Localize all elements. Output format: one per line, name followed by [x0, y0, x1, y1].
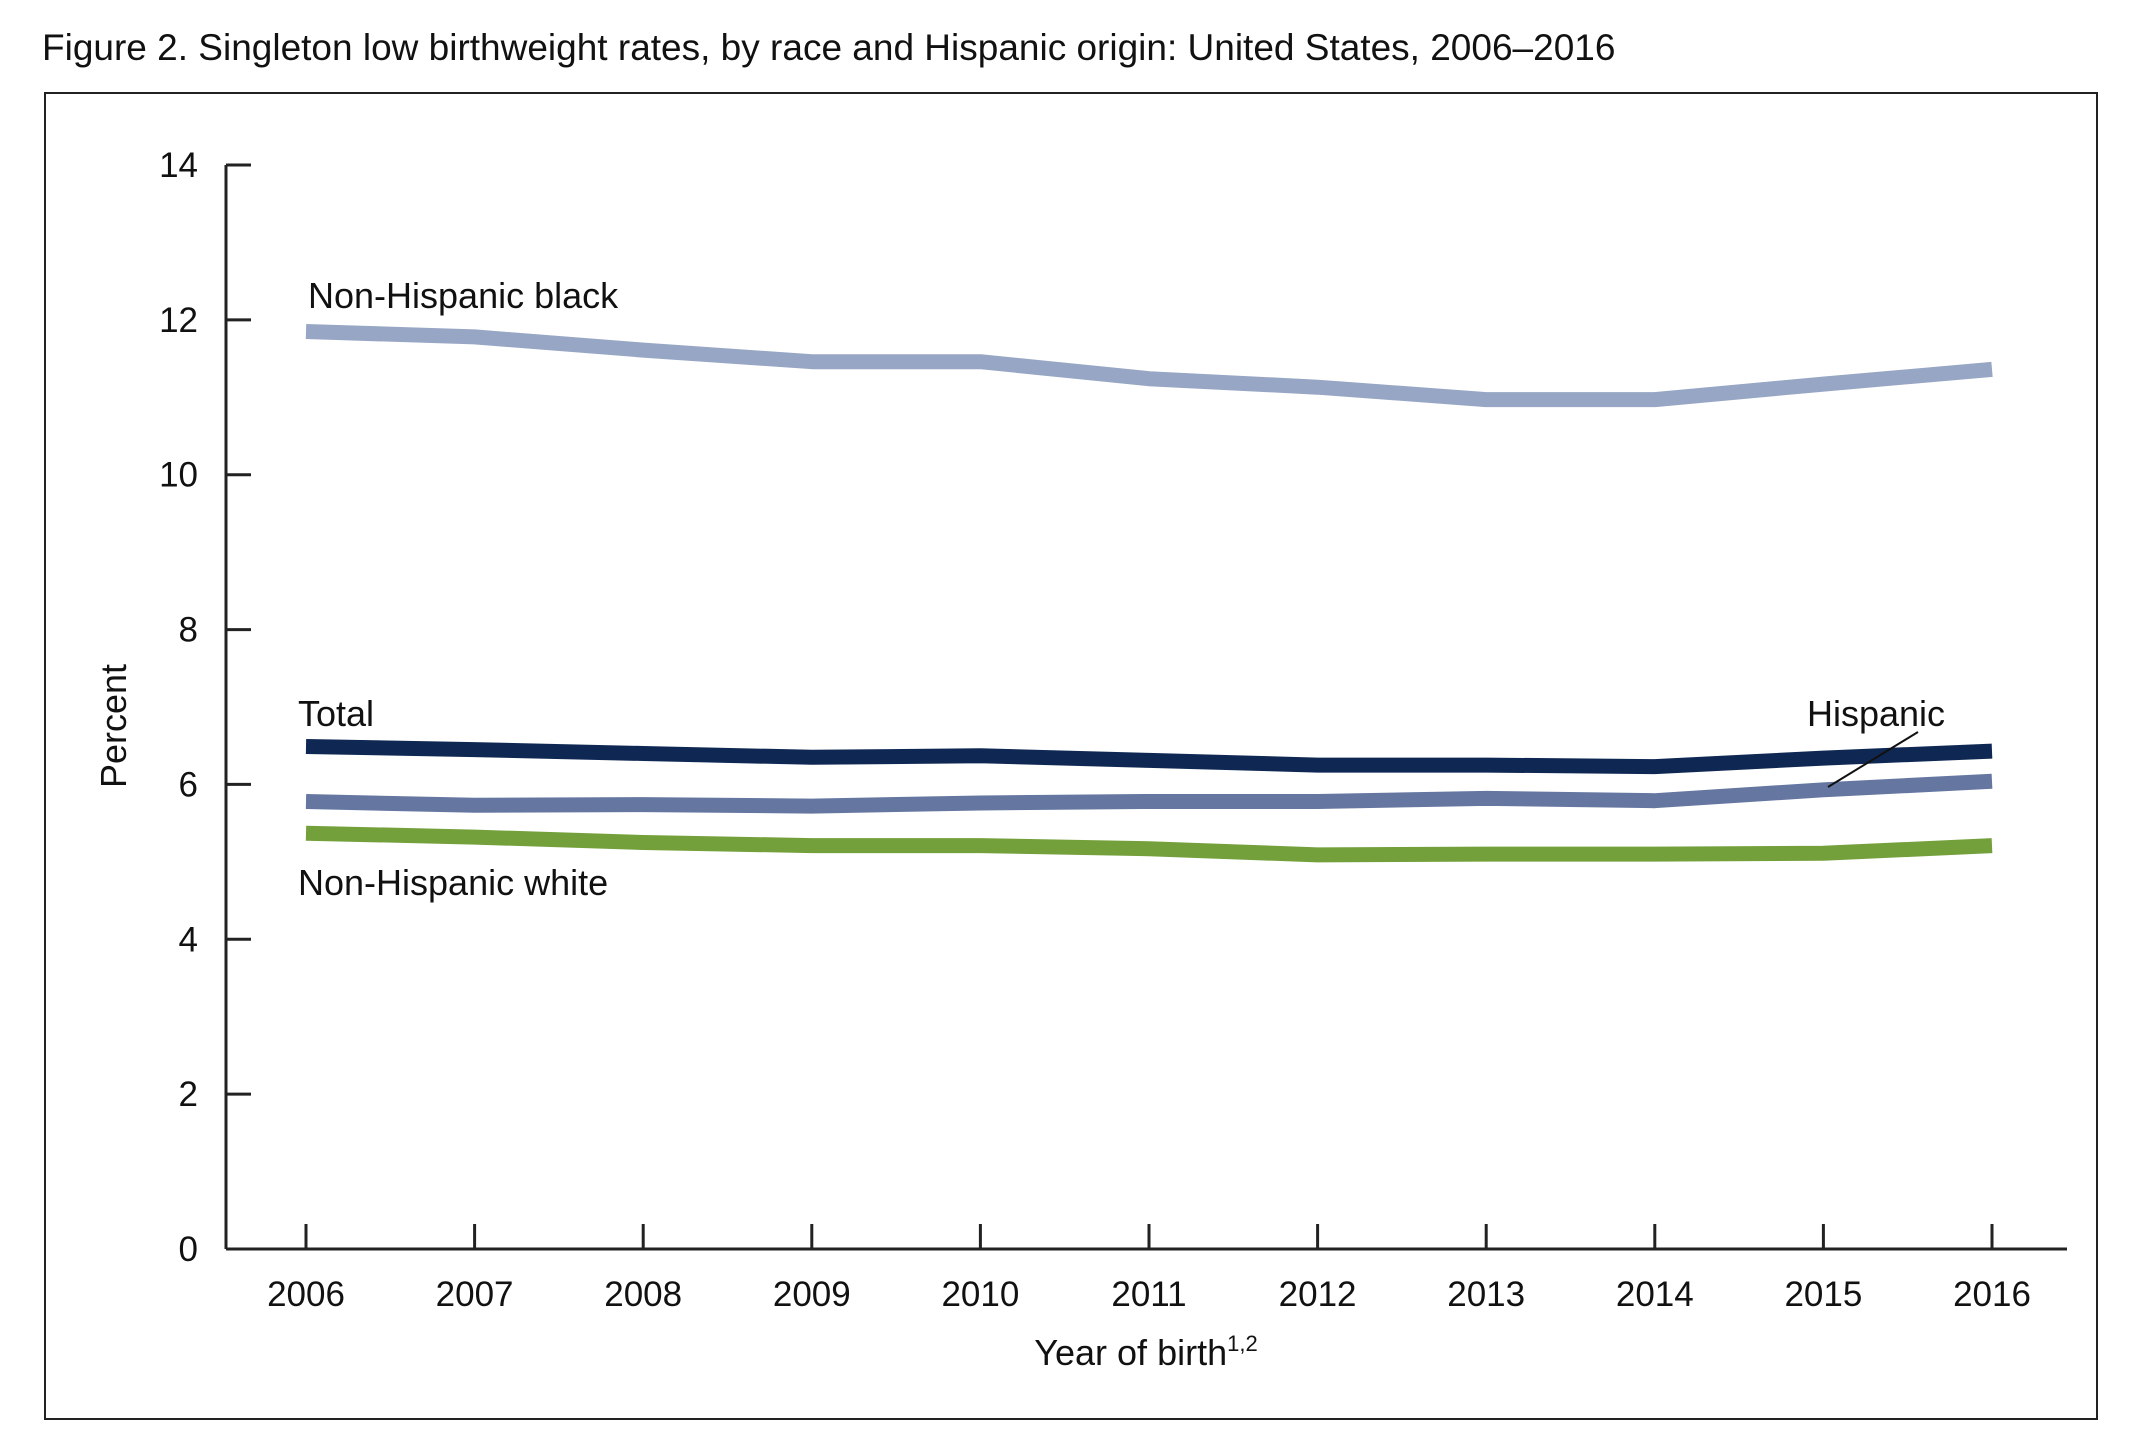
x-tick-label: 2010 [941, 1275, 1019, 1314]
chart-frame [44, 92, 2098, 1420]
y-tick-label: 12 [159, 301, 198, 340]
x-axis-title: Year of birth1,2 [1034, 1331, 1257, 1373]
axes [224, 165, 2067, 1251]
x-ticks: 2006 2007 2008 2009 2010 2011 2012 2013 2014 2015… [267, 1224, 2031, 1314]
chart-title: Figure 2. Singleton low birthweight rate… [42, 27, 1616, 68]
x-tick-label: 2012 [1279, 1275, 1357, 1314]
y-tick-label: 6 [179, 765, 198, 804]
series-label-hispanic: Hispanic [1807, 693, 1945, 734]
x-tick-label: 2013 [1447, 1275, 1525, 1314]
x-tick-label: 2007 [436, 1275, 514, 1314]
series-line-non-hispanic-black [305, 324, 1993, 408]
x-axis-title-text: Year of birth [1034, 1332, 1227, 1373]
x-tick-label: 2016 [1953, 1275, 2031, 1314]
x-tick-label: 2009 [773, 1275, 851, 1314]
series-line-total [305, 739, 1993, 775]
y-tick-label: 10 [159, 456, 198, 495]
y-tick-label: 14 [159, 146, 198, 185]
x-tick-label: 2006 [267, 1275, 345, 1314]
series-lines [305, 324, 1993, 863]
y-tick-label: 8 [179, 611, 198, 650]
series-label-non-hispanic-black: Non-Hispanic black [308, 275, 619, 316]
x-axis-title-superscript: 1,2 [1227, 1331, 1258, 1356]
x-tick-label: 2011 [1111, 1275, 1186, 1314]
hispanic-label-leader-line [1827, 731, 1919, 788]
series-line-non-hispanic-white [305, 825, 1993, 863]
x-tick-label: 2015 [1784, 1275, 1862, 1314]
y-ticks: 0 2 4 6 8 10 12 14 [159, 146, 251, 1269]
series-label-non-hispanic-white: Non-Hispanic white [298, 862, 608, 903]
y-tick-label: 0 [179, 1230, 198, 1269]
series-line-hispanic [305, 773, 1993, 814]
series-label-total: Total [298, 693, 374, 734]
y-axis-title: Percent [93, 664, 134, 788]
y-tick-label: 4 [179, 920, 198, 959]
y-tick-label: 2 [179, 1075, 198, 1114]
x-tick-label: 2008 [604, 1275, 682, 1314]
x-tick-label: 2014 [1616, 1275, 1694, 1314]
